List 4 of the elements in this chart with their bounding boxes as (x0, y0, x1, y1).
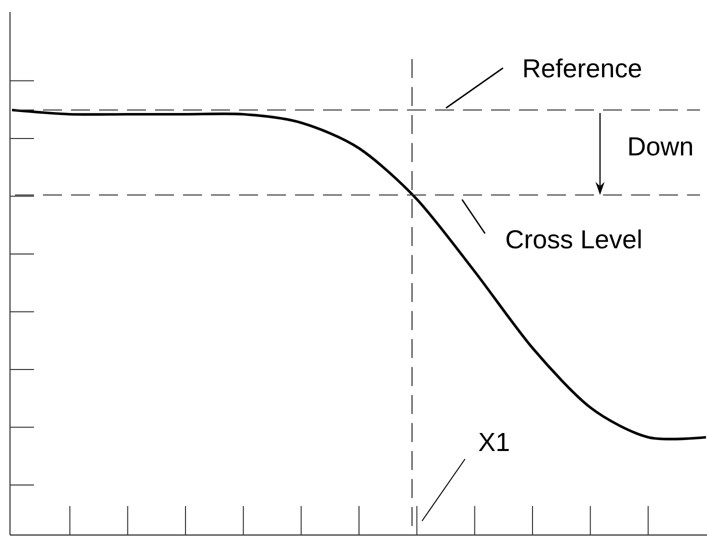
ref-line-label: Cross Level (506, 229, 641, 249)
annotation: X1 (478, 433, 509, 451)
annotation: Down (629, 137, 692, 156)
ref-line-label: Reference (524, 58, 642, 78)
